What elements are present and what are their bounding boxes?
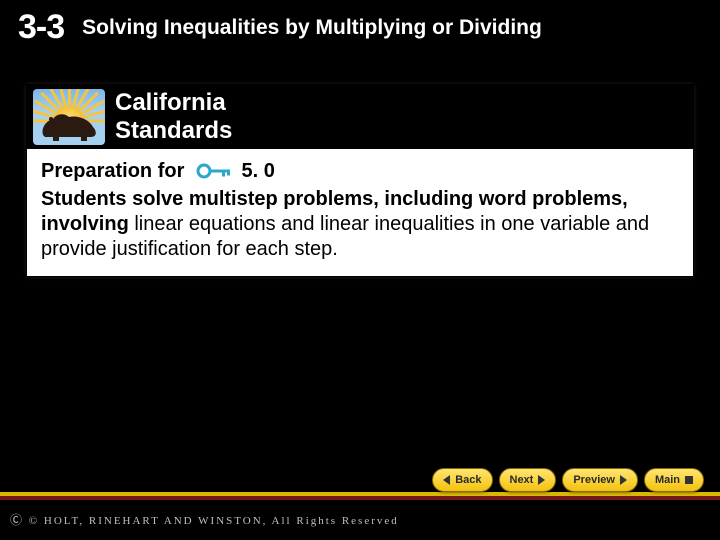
triangle-right-icon bbox=[620, 475, 627, 485]
back-label: Back bbox=[455, 474, 481, 486]
copyright-label: © HOLT, RINEHART AND WINSTON, All Rights… bbox=[29, 515, 399, 527]
triangle-left-icon bbox=[443, 475, 450, 485]
california-bear-badge bbox=[33, 89, 105, 145]
standards-body-plain1: linear equations and linear inequalities… bbox=[129, 213, 616, 235]
slide-header: 3-3 Solving Inequalities by Multiplying … bbox=[0, 0, 720, 55]
divider-bar-maroon bbox=[0, 496, 720, 500]
standards-header: California Standards bbox=[27, 85, 693, 149]
next-label: Next bbox=[510, 474, 534, 486]
lesson-title: Solving Inequalities by Multiplying or D… bbox=[82, 16, 542, 40]
square-icon bbox=[685, 476, 693, 484]
slide: 3-3 Solving Inequalities by Multiplying … bbox=[0, 0, 720, 540]
nav-buttons: Back Next Preview Main bbox=[432, 468, 704, 492]
bear-icon bbox=[37, 109, 101, 143]
standards-title: California Standards bbox=[115, 89, 232, 144]
copyright-symbol-icon: Ⓒ bbox=[10, 513, 24, 527]
main-label: Main bbox=[655, 474, 680, 486]
main-button[interactable]: Main bbox=[644, 468, 704, 492]
next-button[interactable]: Next bbox=[499, 468, 557, 492]
standards-title-line1: California bbox=[115, 89, 226, 116]
standards-title-line2: Standards bbox=[115, 117, 232, 144]
standard-number: 5. 0 bbox=[241, 160, 274, 182]
preparation-label: Preparation for bbox=[41, 160, 184, 182]
back-button[interactable]: Back bbox=[432, 468, 492, 492]
standards-box: California Standards Preparation for 5. … bbox=[26, 84, 694, 277]
triangle-right-icon bbox=[538, 475, 545, 485]
lesson-number: 3-3 bbox=[0, 8, 82, 47]
key-icon bbox=[196, 162, 232, 187]
preview-label: Preview bbox=[573, 474, 615, 486]
preview-button[interactable]: Preview bbox=[562, 468, 638, 492]
copyright-text: Ⓒ © HOLT, RINEHART AND WINSTON, All Righ… bbox=[10, 511, 399, 528]
standards-body: Preparation for 5. 0 Students solve mult… bbox=[27, 149, 693, 276]
